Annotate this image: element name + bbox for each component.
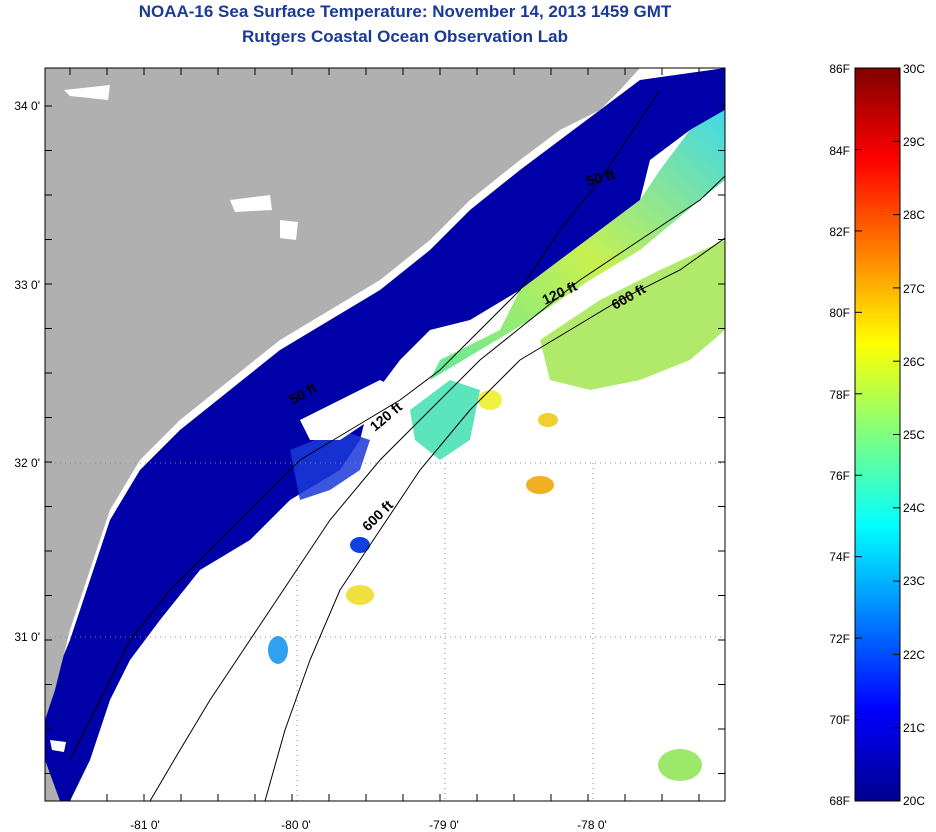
offshore-water [430,110,725,380]
lon-label-81: -81 0' [130,818,160,832]
cool-patch [268,636,288,664]
colorbar-label-f: 74F [829,550,850,564]
lat-label-32: 32 0' [14,456,40,470]
colorbar-label-c: 21C [903,721,926,735]
cool-patch [350,537,370,553]
offshore-water-3 [410,380,480,460]
land-bottom [45,760,60,801]
warm-patch [346,585,374,605]
lat-label-31: 31 0' [14,630,40,644]
lat-label-33: 33 0' [14,278,40,292]
lon-label-78: -78 0' [577,818,607,832]
isobaths [69,89,725,801]
cloud-cover [110,580,250,760]
inland-lake [64,85,110,100]
colorbar-label-f: 76F [829,469,850,483]
colorbar-label-f: 86F [829,62,850,76]
colorbar-label-c: 24C [903,501,926,515]
colorbar-label-f: 78F [829,388,850,402]
isobath-label-50-north: 50 ft [585,166,617,189]
colorbar-label-f: 68F [829,794,850,808]
isobath-120ft [149,175,725,801]
colorbar-label-c: 27C [903,282,926,296]
colorbar-label-f: 72F [829,632,850,646]
isobath-600ft [264,237,725,801]
warm-patch [538,413,558,427]
colorbar-label-c: 20C [903,794,926,808]
colorbar-ticks [855,67,900,802]
shelf-water [45,68,725,801]
warm-patch [478,390,502,410]
inland-lake [230,195,272,212]
colorbar-label-c: 30C [903,62,926,76]
lat-label-34: 34 0' [14,99,40,113]
warm-patch [658,749,702,781]
land [45,68,640,720]
isobath-50ft [69,89,661,761]
map-subtitle: Rutgers Coastal Ocean Observation Lab [242,27,568,46]
map-border [44,67,726,802]
colorbar-label-c: 28C [903,208,926,222]
lon-label-79: -79 0' [429,818,459,832]
warm-patch [526,476,554,494]
inland-lake [50,740,66,752]
colorbar [854,67,901,802]
colorbar-label-f: 84F [829,144,850,158]
colorbar-label-c: 23C [903,574,926,588]
offshore-water-2 [540,240,725,390]
lon-label-80: -80 0' [281,818,311,832]
axis-ticks [45,68,725,801]
map-title: NOAA-16 Sea Surface Temperature: Novembe… [138,2,672,21]
cloud-cover [300,380,400,440]
colorbar-label-c: 22C [903,648,926,662]
inland-lake [280,220,298,240]
colorbar-label-f: 70F [829,713,850,727]
colorbar-label-c: 26C [903,355,926,369]
colorbar-label-f: 80F [829,306,850,320]
mid-shelf-water [290,430,370,500]
colorbar-label-c: 25C [903,428,926,442]
graticule [45,462,725,801]
colorbar-label-c: 29C [903,135,926,149]
colorbar-label-f: 82F [829,225,850,239]
